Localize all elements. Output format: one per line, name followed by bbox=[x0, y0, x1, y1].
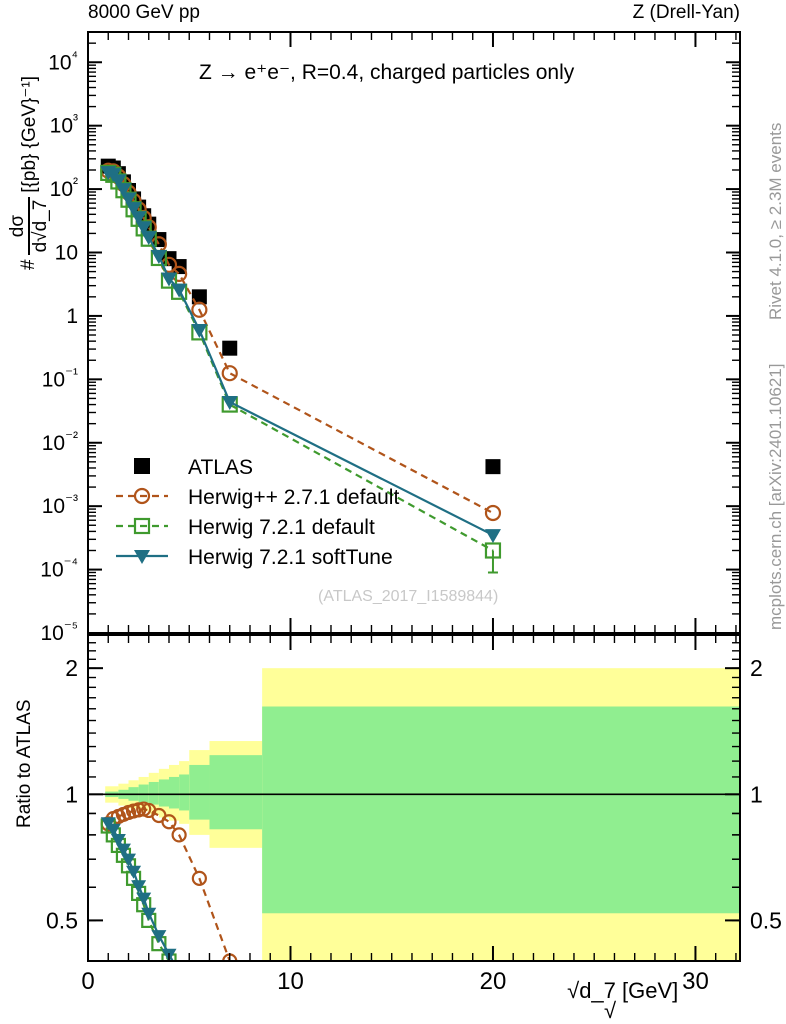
ratio-panel-data bbox=[100, 801, 238, 961]
legend-label-2: Herwig 7.2.1 default bbox=[188, 516, 375, 539]
svg-text:0.5: 0.5 bbox=[750, 907, 782, 933]
svg-text:10⁴: 10⁴ bbox=[48, 48, 78, 74]
svg-text:10⁻⁵: 10⁻⁵ bbox=[41, 619, 79, 645]
svg-text:10⁻²: 10⁻² bbox=[42, 429, 78, 455]
svg-text:10⁻³: 10⁻³ bbox=[42, 492, 78, 518]
svg-text:10⁻⁴: 10⁻⁴ bbox=[40, 556, 78, 582]
main-panel-data bbox=[100, 158, 502, 574]
legend-label-0: ATLAS bbox=[188, 456, 253, 479]
main-panel-frame bbox=[87, 31, 741, 634]
xaxis-title: √ √d_7 [GeV] bbox=[567, 978, 679, 1023]
analysis-watermark: (ATLAS_2017_I1589844) bbox=[318, 588, 499, 605]
svg-text:20: 20 bbox=[480, 968, 507, 995]
ratio-panel-ytick-labels: 2 2 1 1 0.5 0.5 bbox=[46, 655, 782, 933]
svg-text:10: 10 bbox=[55, 242, 78, 265]
main-annotation: Z → e⁺e⁻, R=0.4, charged particles only bbox=[199, 61, 575, 84]
legend-item-3[interactable]: Herwig 7.2.1 softTune bbox=[116, 546, 393, 569]
ratio-panel-ticks bbox=[87, 635, 740, 962]
legend-item-1[interactable]: Herwig++ 2.7.1 default bbox=[116, 486, 399, 509]
svg-text:2: 2 bbox=[65, 655, 78, 681]
svg-text:1: 1 bbox=[65, 781, 78, 807]
header-left-label: 8000 GeV pp bbox=[88, 2, 200, 23]
main-panel-ticks bbox=[87, 31, 740, 634]
svg-text:0.5: 0.5 bbox=[46, 907, 78, 933]
xaxis-title-text: √d_7 [GeV] bbox=[567, 978, 679, 1003]
ratio-panel-frame bbox=[87, 634, 741, 962]
header-right-label: Z (Drell-Yan) bbox=[632, 2, 740, 23]
svg-text:1: 1 bbox=[66, 305, 78, 328]
ratio-uncertainty-bands bbox=[105, 668, 740, 961]
main-panel-ytick-labels: 10⁴ 10³ 10² 10 1 10⁻¹ 10⁻² 10⁻³ 10⁻⁴ 10⁻⁵ bbox=[40, 48, 78, 645]
svg-text:0: 0 bbox=[81, 968, 94, 995]
svg-text:2: 2 bbox=[750, 655, 763, 681]
svg-text:10³: 10³ bbox=[50, 112, 78, 138]
xaxis-tick-labels: 0 10 20 30 bbox=[81, 968, 708, 995]
svg-text:10⁻¹: 10⁻¹ bbox=[42, 365, 78, 391]
svg-text:10: 10 bbox=[277, 968, 304, 995]
legend-item-2[interactable]: Herwig 7.2.1 default bbox=[116, 516, 375, 539]
legend-item-0[interactable]: ATLAS bbox=[134, 456, 253, 479]
legend-label-1: Herwig++ 2.7.1 default bbox=[188, 486, 399, 509]
legend-label-3: Herwig 7.2.1 softTune bbox=[188, 546, 393, 569]
svg-text:30: 30 bbox=[682, 968, 709, 995]
svg-text:10²: 10² bbox=[50, 175, 78, 201]
legend[interactable]: ATLAS Herwig++ 2.7.1 default Herwig 7.2.1 … bbox=[116, 456, 399, 569]
svg-text:1: 1 bbox=[750, 781, 763, 807]
